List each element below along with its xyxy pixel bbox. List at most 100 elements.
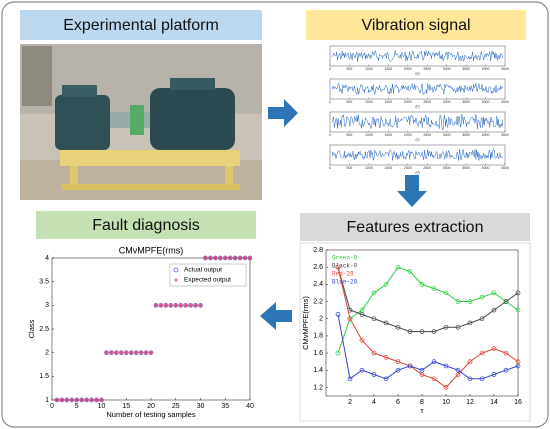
point [491,307,497,313]
point [54,398,59,402]
point [371,290,377,296]
x-tick-label: 2500 [423,166,431,170]
x-tick-label: 20 [147,403,155,410]
x-tick-label: 40 [246,403,254,410]
header-box [20,10,262,40]
point [198,303,203,308]
legend-entry: Black-0 [332,263,358,270]
point [129,350,134,355]
x-tick-label: 0 [50,403,54,410]
x-tick-label: 1000 [365,133,373,137]
point [347,376,353,382]
x-tick-label: 2500 [423,100,431,104]
point [515,307,521,313]
x-tick-label: 30 [197,403,205,410]
x-tick-label: 3500 [462,100,470,104]
x-tick-label: 1500 [384,133,392,137]
point [479,316,485,322]
x-tick-label: 2000 [404,67,412,71]
point [467,320,473,326]
point [208,256,213,260]
point [431,376,437,382]
x-tick-label: 2000 [404,166,412,170]
point [479,376,485,382]
point [515,290,521,296]
y-tick-label: 2 [319,316,323,323]
point [119,350,124,355]
header-box [306,10,526,40]
y-tick-label: 2.8 [313,247,323,254]
series-line [337,266,519,354]
arrow [397,175,427,207]
x-tick-label: 0 [329,67,331,71]
signal-wave [331,82,504,96]
x-tick-label: 4000 [482,67,490,71]
point [153,303,158,308]
legend-entry: Red-28 [332,271,354,278]
signal-wave [331,50,504,62]
point [467,359,473,364]
point [124,350,129,355]
point [163,303,168,308]
point [335,350,341,356]
point [134,350,139,355]
y-tick-label: 2.6 [313,264,323,271]
legend-entry: Actual output [184,267,222,274]
y-tick-label: 1.8 [313,333,323,340]
panel-title: Experimental platform [63,17,219,34]
x-tick-label: 0 [329,133,331,137]
x-tick-label: 3000 [443,166,451,170]
x-tick-label: 2 [348,399,352,406]
point [139,350,144,355]
point [383,376,389,382]
subplot-label: (b) [415,104,419,108]
point [479,350,485,356]
point [218,256,223,260]
point [359,312,365,317]
x-tick-label: 1000 [365,166,373,170]
x-tick-label: 4500 [501,166,509,170]
y-tick-label: 1.4 [313,367,323,374]
point [395,324,401,330]
arrow [260,302,292,330]
x-tick-label: 3500 [462,133,470,137]
point [383,320,389,326]
header-box [300,213,530,241]
point [347,316,353,322]
x-tick-label: 4000 [482,100,490,104]
arrow [268,99,298,127]
x-tick-label: 8 [420,399,424,406]
point [395,367,401,373]
y-tick-label: 2.5 [39,326,49,333]
y-tick-label: 3.5 [39,279,49,286]
y-tick-label: 1.2 [313,384,323,391]
point [395,264,401,270]
x-tick-label: 1000 [365,100,373,104]
x-tick-label: 2000 [404,100,412,104]
legend-entry: Green-0 [332,255,358,262]
point [178,303,183,308]
x-tick-label: 4 [372,399,376,406]
point [431,329,437,334]
signal-wave [331,113,504,130]
point [74,398,79,402]
y-tick-label: 1 [45,397,49,404]
point [491,372,497,377]
x-tick-label: 3500 [462,166,470,170]
point [79,398,84,402]
point [203,256,208,260]
chart-title: CMvMPFE(rms) [119,245,184,255]
point [238,256,243,260]
point [99,398,104,402]
point [395,359,401,364]
point [114,350,119,355]
point [455,324,461,330]
x-tick-label: 5 [75,403,79,410]
x-tick-label: 25 [172,403,180,410]
point [407,329,413,334]
x-tick-label: 1500 [384,166,392,170]
subplot-label: (c) [415,137,419,141]
point [243,256,248,260]
x-tick-label: 10 [98,403,106,410]
panel-title: Features extraction [347,219,484,236]
